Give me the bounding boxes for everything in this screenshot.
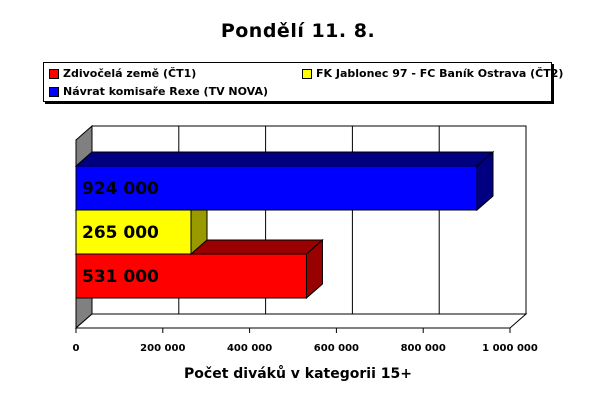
x-tick-label: 600 000	[314, 343, 359, 354]
x-tick-label: 200 000	[140, 343, 185, 354]
data-label-ct1: 531 000	[82, 267, 159, 287]
bar-nova	[75, 165, 478, 211]
legend-item-ct1: Zdivočelá země (ČT1)	[49, 67, 196, 80]
legend-label-ct1: Zdivočelá země (ČT1)	[63, 67, 197, 80]
x-axis-title: Počet diváků v kategorii 15+	[184, 366, 412, 382]
chart-title: Pondělí 11. 8.	[220, 20, 376, 42]
legend: Zdivočelá země (ČT1) FK Jablonec 97 - FC…	[43, 62, 563, 102]
data-label-ct2: 265 000	[82, 223, 159, 243]
legend-label-nova: Návrat komisaře Rexe (TV NOVA)	[63, 85, 268, 98]
legend-label-ct2: FK Jablonec 97 - FC Baník Ostrava (ČT2)	[316, 67, 564, 80]
data-label-nova: 924 000	[82, 179, 159, 199]
x-tick-label: 400 000	[227, 343, 272, 354]
legend-swatch-ct2	[302, 68, 312, 79]
bar-ct1	[75, 253, 307, 299]
legend-item-nova: Návrat komisaře Rexe (TV NOVA)	[49, 85, 268, 98]
bar-top-nova	[74, 151, 495, 167]
plot-floor	[74, 313, 528, 329]
legend-swatch-ct1	[49, 68, 59, 79]
x-tick-label: 800 000	[401, 343, 446, 354]
legend-swatch-nova	[49, 86, 59, 97]
x-tick-label: 0	[73, 343, 80, 354]
bar-ct2	[75, 209, 192, 255]
x-tick-label: 1 000 000	[482, 343, 538, 354]
legend-item-ct2: FK Jablonec 97 - FC Baník Ostrava (ČT2)	[302, 67, 563, 80]
